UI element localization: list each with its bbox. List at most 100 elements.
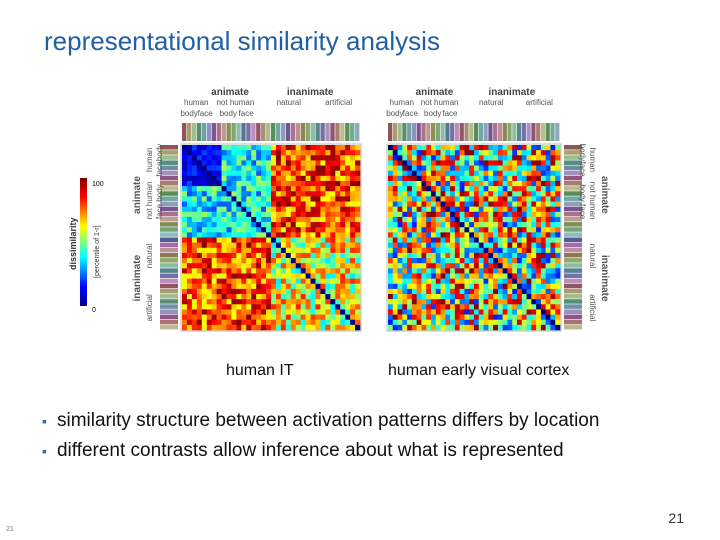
matrix-cell [330,232,336,238]
matrix-cell [335,304,341,310]
matrix-cell [236,252,242,259]
matrix-cell [488,196,494,202]
matrix-cell [256,211,262,218]
matrix-cell [431,170,437,177]
matrix-cell [246,242,252,249]
matrix-cell [191,232,198,238]
matrix-cell [350,283,356,290]
matrix-cell [355,242,361,249]
matrix-cell [300,324,306,331]
matrix-cell [300,263,306,269]
matrix-cell [256,309,262,315]
matrix-cell [216,273,222,279]
matrix-cell [555,252,561,259]
matrix-cell [350,180,356,187]
matrix-cell [320,237,326,243]
matrix-cell [488,283,494,290]
matrix-cell [478,314,484,321]
matrix-cell [355,278,361,285]
matrix-cell [246,186,252,192]
matrix-cell [502,201,508,207]
matrix-cell [411,165,417,171]
matrix-cell [295,299,301,305]
matrix-cell [256,314,262,321]
matrix-cell [355,247,361,254]
matrix-cell [388,160,394,166]
matrix-cell [236,186,242,192]
matrix-cell [186,150,193,156]
matrix-cell [493,165,499,171]
matrix-cell [517,247,523,254]
matrix-cell [545,283,551,290]
matrix-cell [392,191,398,197]
matrix-cell [186,160,193,166]
matrix-cell [196,150,203,156]
matrix-cell [517,258,523,264]
matrix-cell [285,186,292,192]
matrix-cell [330,150,336,156]
matrix-cell [469,232,475,238]
matrix-cell [493,314,499,321]
matrix-cell [545,258,551,264]
matrix-cell [335,324,341,331]
matrix-cell [300,309,306,315]
matrix-cell [521,150,527,156]
matrix-cell [435,160,441,166]
matrix-cell [196,268,203,274]
matrix-cell [550,196,556,202]
matrix-cell [236,216,242,223]
matrix-cell [402,170,408,177]
matrix-cell [497,165,503,171]
matrix-cell [483,278,489,285]
matrix-cell [266,283,272,290]
matrix-cell [497,145,503,151]
matrix-cell [488,170,494,177]
matrix-cell [388,324,394,331]
matrix-cell [340,304,346,310]
matrix-cell [483,299,489,305]
matrix-cell [271,155,277,161]
matrix-cell [236,150,242,156]
matrix-cell [517,206,523,213]
matrix-cell [397,247,403,254]
matrix-cell [536,201,542,207]
matrix-cell [266,145,272,151]
matrix-cell [459,324,465,331]
matrix-cell [512,283,518,290]
matrix-cell [340,222,346,228]
matrix-cell [266,252,272,259]
stimulus-icon [564,314,582,320]
matrix-cell [450,191,456,197]
matrix-cell [246,314,252,321]
matrix-cell [545,165,551,171]
matrix-cell [290,227,297,233]
matrix-cell [290,288,297,295]
stimulus-icon [160,211,178,217]
matrix-cell [536,216,542,223]
side-label: human [145,148,154,172]
matrix-cell [540,196,546,202]
stimulus-icon [216,123,221,141]
matrix-cell [392,165,398,171]
matrix-cell [191,227,198,233]
matrix-cell [445,175,451,182]
matrix-cell [478,222,484,228]
matrix-cell [226,165,232,171]
matrix-cell [521,170,527,177]
matrix-cell [550,314,556,321]
matrix-cell [305,211,311,218]
stimulus-icon [421,123,426,141]
matrix-cell [275,288,282,295]
matrix-cell [231,237,237,243]
matrix-cell [310,150,316,156]
matrix-cell [521,314,527,321]
matrix-cell [315,258,321,264]
matrix-cell [216,252,222,259]
matrix-cell [407,304,413,310]
matrix-cell [517,309,523,315]
matrix-cell [550,216,556,223]
matrix-cell [236,155,242,161]
matrix-cell [350,237,356,243]
matrix-cell [397,145,403,151]
